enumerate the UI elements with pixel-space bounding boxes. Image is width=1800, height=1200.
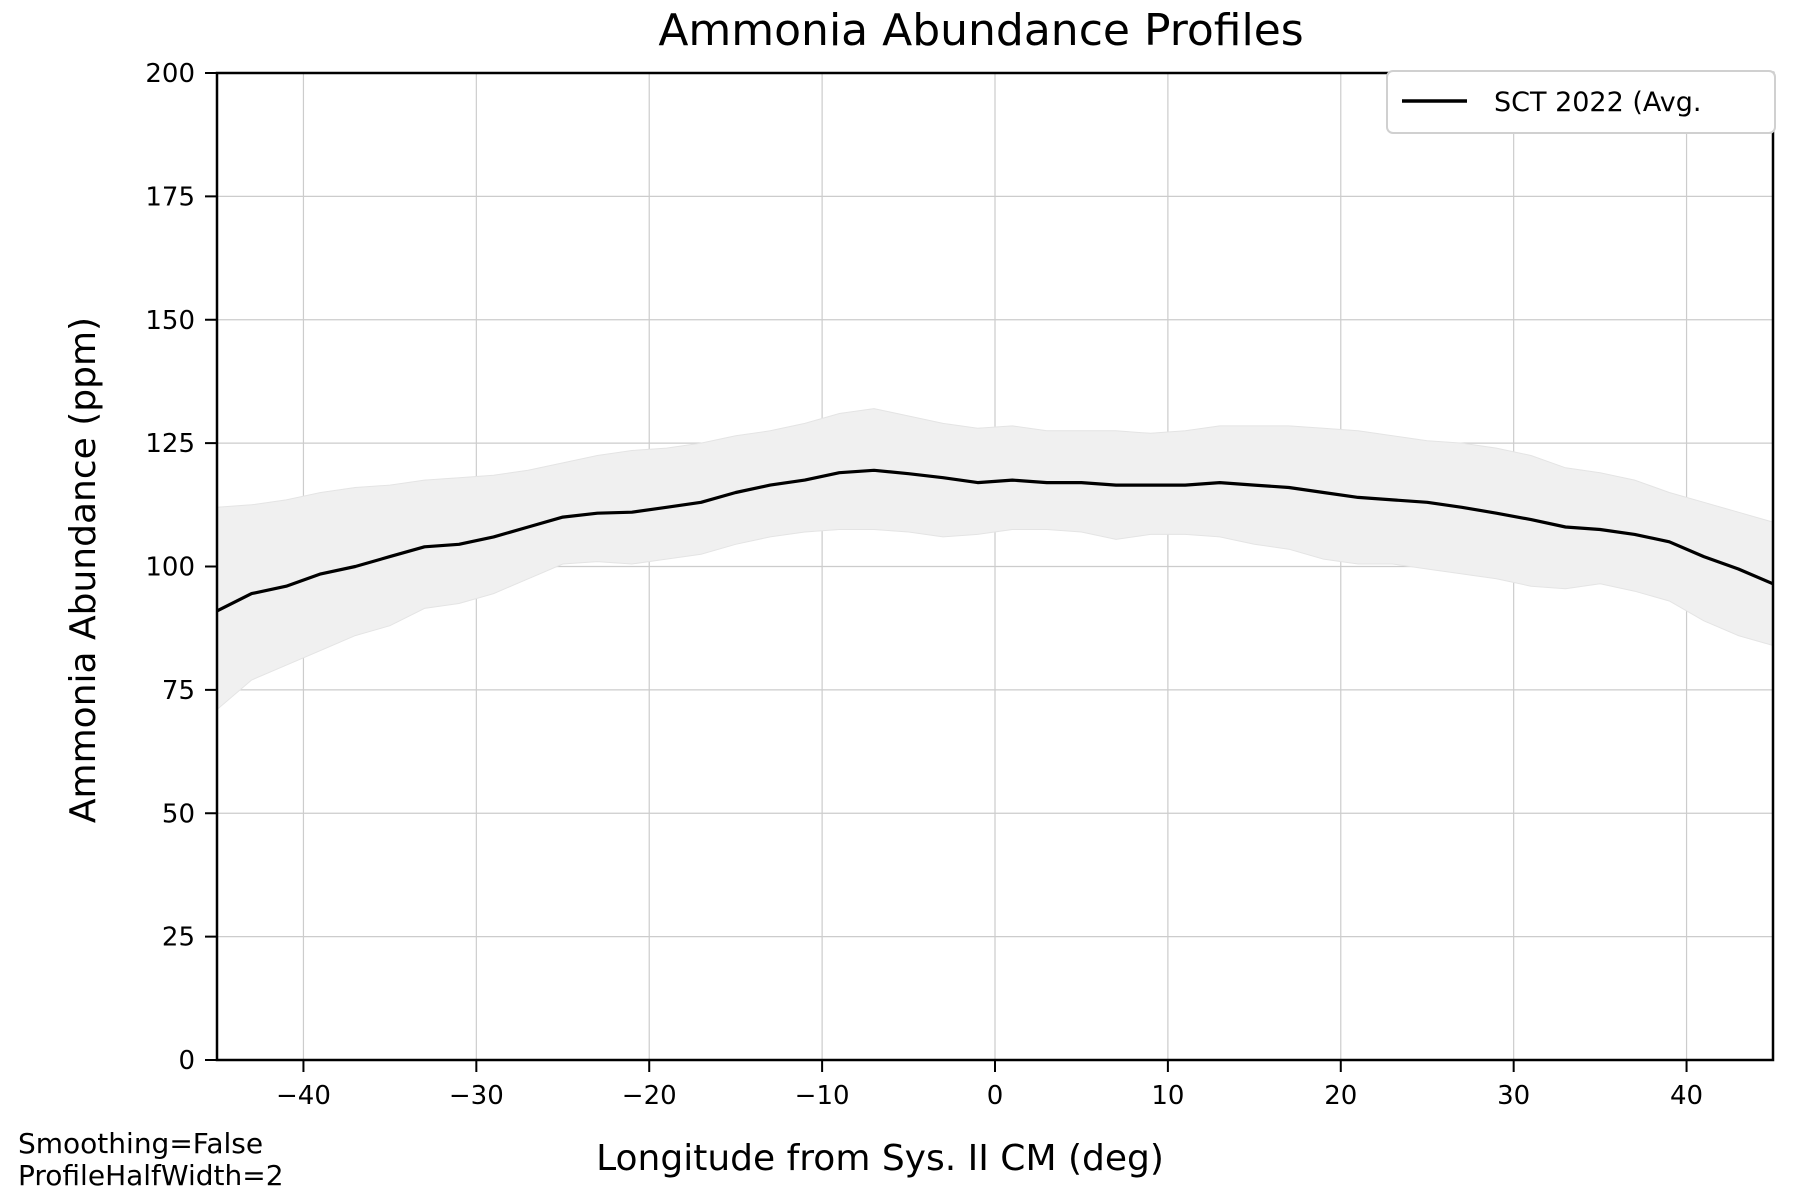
x-tick-label: 20 [1324, 1081, 1357, 1111]
x-tick-label: 10 [1151, 1081, 1184, 1111]
smoothing-note: Smoothing=False [18, 1127, 264, 1160]
x-axis-ticks: −40 −30 −20 −10 0 10 20 30 40 [276, 1060, 1703, 1111]
y-tick-label: 150 [145, 306, 195, 336]
legend-box [1386, 70, 1776, 134]
x-tick-label: −30 [449, 1081, 504, 1111]
chart-title: Ammonia Abundance Profiles [658, 5, 1303, 56]
x-tick-label: 0 [987, 1081, 1004, 1111]
x-tick-label: −40 [276, 1081, 331, 1111]
y-axis-label: Ammonia Abundance (ppm) [63, 317, 104, 823]
y-tick-label: 100 [145, 553, 195, 583]
x-tick-label: −10 [795, 1081, 850, 1111]
y-tick-label: 125 [145, 429, 195, 459]
profile-halfwidth-note: ProfileHalfWidth=2 [18, 1159, 284, 1192]
y-tick-label: 25 [162, 923, 195, 953]
y-tick-label: 0 [178, 1046, 195, 1076]
y-tick-label: 75 [162, 676, 195, 706]
series-lines [216, 468, 1774, 613]
x-tick-label: 40 [1670, 1081, 1703, 1111]
plot-area [215, 71, 1775, 1062]
x-tick-label: 30 [1497, 1081, 1530, 1111]
y-tick-label: 50 [162, 799, 195, 829]
legend-entry-sct-2022: SCT 2022 (Avg. [1494, 87, 1701, 118]
x-axis-label: Longitude from Sys. II CM (deg) [596, 1138, 1164, 1179]
legend: SCT 2022 (Avg. [1386, 70, 1776, 134]
series-line-0 [216, 468, 1774, 613]
y-tick-label: 175 [145, 182, 195, 212]
x-tick-label: −20 [622, 1081, 677, 1111]
y-tick-label: 200 [145, 59, 195, 89]
y-axis-ticks: 0 25 50 75 100 125 150 175 200 [145, 59, 217, 1076]
